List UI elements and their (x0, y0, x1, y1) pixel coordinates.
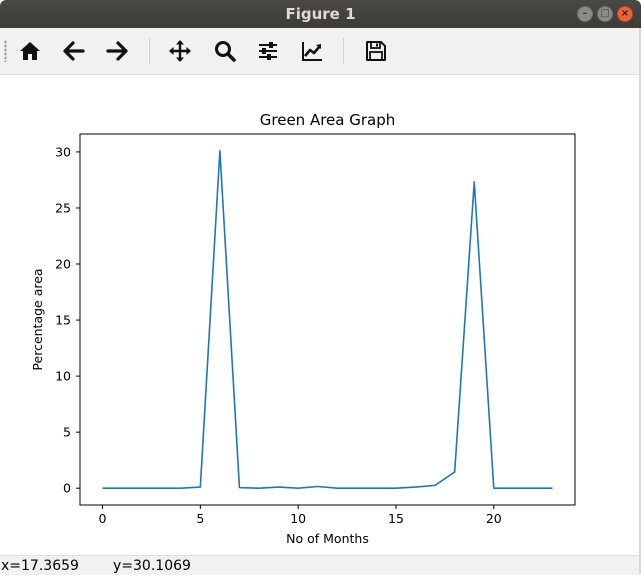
title-bar[interactable]: Figure 1 – □ × (0, 0, 641, 28)
toolbar-grip-icon (4, 40, 7, 62)
x-tick-label: 5 (196, 511, 204, 526)
y-tick-label: 15 (55, 313, 71, 328)
y-tick-label: 25 (55, 200, 71, 215)
y-axis-label: Percentage area (30, 268, 45, 370)
y-tick-label: 10 (55, 369, 71, 384)
line-chart-icon (302, 42, 322, 61)
y-coordinate-readout: y=30.1069 (113, 558, 191, 574)
home-icon (20, 42, 40, 60)
floppy-disk-icon (366, 41, 386, 61)
edit-axes-button[interactable] (297, 36, 327, 66)
save-button[interactable] (361, 36, 391, 66)
toolbar-separator (343, 38, 344, 64)
back-button[interactable] (59, 36, 89, 66)
x-tick-label: 10 (290, 511, 306, 526)
forward-button[interactable] (102, 36, 132, 66)
subplots-button[interactable] (253, 36, 283, 66)
y-tick-label: 5 (63, 425, 71, 440)
magnifier-icon (215, 41, 236, 62)
y-tick-label: 30 (55, 144, 71, 159)
y-tick-label: 0 (63, 481, 71, 496)
close-button[interactable]: × (617, 6, 633, 22)
chart-title: Green Area Graph (260, 111, 396, 129)
x-axis-label: No of Months (286, 531, 369, 546)
status-bar: x=17.3659 y=30.1069 (0, 555, 641, 575)
axes-frame (79, 133, 576, 506)
arrow-left-icon (63, 41, 85, 61)
series-line (102, 150, 553, 489)
x-coordinate-readout: x=17.3659 (1, 558, 79, 574)
figure-canvas[interactable]: 0 5 10 15 20 0 5 10 15 20 25 30 Green Area Graph No o… (0, 75, 641, 555)
sliders-icon (259, 42, 277, 60)
y-tick-label: 20 (55, 257, 71, 272)
arrow-right-icon (106, 41, 128, 61)
x-tick-label: 20 (486, 511, 502, 526)
x-tick-label: 0 (99, 511, 107, 526)
minimize-button[interactable]: – (577, 6, 593, 22)
move-icon (169, 40, 191, 62)
navigation-toolbar (0, 28, 641, 75)
home-button[interactable] (15, 36, 45, 66)
line-chart[interactable]: 0 5 10 15 20 0 5 10 15 20 25 30 Green Area Graph No o… (0, 75, 641, 555)
window-border (639, 28, 641, 574)
zoom-button[interactable] (210, 36, 240, 66)
toolbar-separator (149, 38, 150, 64)
pan-button[interactable] (165, 36, 195, 66)
window-title: Figure 1 (285, 5, 356, 23)
x-tick-label: 15 (388, 511, 404, 526)
maximize-button[interactable]: □ (597, 6, 613, 22)
